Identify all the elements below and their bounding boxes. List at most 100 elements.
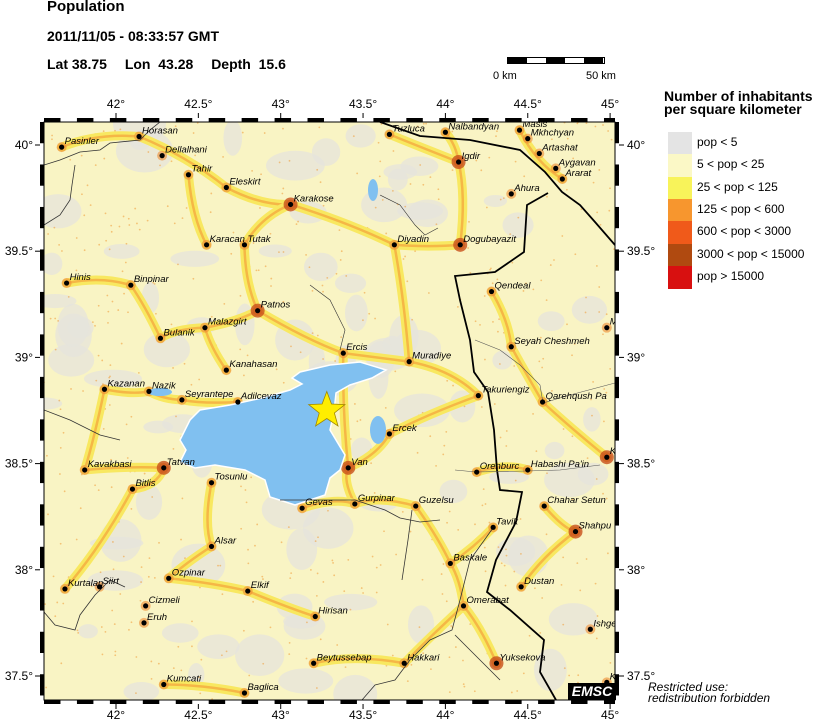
city-marker: Dustan xyxy=(518,576,554,590)
settlement-dot xyxy=(319,181,322,184)
settlement-dot xyxy=(62,602,65,605)
settlement-dot xyxy=(479,323,481,326)
city-label: Van xyxy=(351,457,368,468)
settlement-dot xyxy=(256,523,259,526)
city-label: Aygavan xyxy=(558,157,596,168)
frame-tick xyxy=(439,118,456,122)
city-marker: Dellalhani xyxy=(159,145,208,159)
frame-tick xyxy=(40,546,44,569)
settlement-dot xyxy=(83,214,86,217)
settlement-dot xyxy=(566,323,568,326)
settlement-dot xyxy=(282,187,285,190)
city-label: Kh xyxy=(610,671,622,682)
settlement-dot xyxy=(462,659,464,662)
settlement-dot xyxy=(122,555,125,558)
city-dot xyxy=(136,133,142,140)
legend-label: 600 < pop < 3000 xyxy=(697,224,792,239)
settlement-dot xyxy=(316,334,319,337)
city-dot xyxy=(587,626,593,632)
settlement-dot xyxy=(523,175,526,178)
settlement-dot xyxy=(111,609,114,612)
city-marker: Karacan xyxy=(203,234,245,248)
settlement-dot xyxy=(562,623,565,626)
city-label: Igdir xyxy=(462,151,481,162)
settlement-dot xyxy=(383,530,385,533)
settlement-dot xyxy=(139,599,142,602)
city-label: Takuriengiz xyxy=(481,385,529,396)
frame-tick xyxy=(571,118,588,122)
legend-label: pop < 5 xyxy=(697,135,738,149)
settlement-dot xyxy=(200,658,203,661)
settlement-dot xyxy=(510,691,513,694)
city-label: Siirt xyxy=(103,576,120,587)
low-population-area xyxy=(483,194,508,207)
city-label: Elkif xyxy=(251,580,270,591)
settlement-dot xyxy=(225,650,228,653)
settlement-dot xyxy=(584,311,587,314)
city-marker: Pasinler xyxy=(59,136,100,150)
settlement-dot xyxy=(525,282,527,285)
legend-label: 3000 < pop < 15000 xyxy=(697,246,805,261)
settlement-dot xyxy=(591,414,593,417)
low-population-area xyxy=(492,350,513,370)
populated-corridor-core xyxy=(408,360,480,397)
settlement-dot xyxy=(594,125,597,128)
settlement-dot xyxy=(492,320,494,323)
settlement-dot xyxy=(480,406,483,408)
settlement-dot xyxy=(239,348,242,351)
city-marker: Hinis xyxy=(63,272,91,286)
settlement-dot xyxy=(282,300,285,303)
settlement-dot xyxy=(594,582,597,585)
city-dot xyxy=(516,127,523,133)
frame-tick xyxy=(505,118,522,122)
settlement-dot xyxy=(484,570,487,573)
city-marker: K xyxy=(604,446,615,460)
settlement-dot xyxy=(577,674,580,677)
populated-corridor-core xyxy=(61,134,140,149)
settlement-dot xyxy=(108,404,111,406)
settlement-dot xyxy=(288,642,291,644)
city-dot xyxy=(457,242,463,248)
settlement-dot xyxy=(345,275,348,277)
settlement-dot xyxy=(282,127,284,130)
settlement-dot xyxy=(56,601,59,604)
lon-tick-label-bottom: 42.5° xyxy=(184,708,212,721)
settlement-dot xyxy=(605,313,608,316)
settlement-dot xyxy=(568,674,571,677)
city-dot xyxy=(161,465,167,471)
settlement-dot xyxy=(535,450,538,453)
province-border xyxy=(361,527,494,700)
frame-tick xyxy=(142,700,160,704)
event-lat: Lat 38.75 xyxy=(47,56,107,72)
city-dot xyxy=(311,660,317,666)
city-label: Baskale xyxy=(453,552,487,563)
frame-tick xyxy=(208,118,226,122)
settlement-dot xyxy=(121,270,124,273)
city-dot xyxy=(255,308,261,314)
frame-tick xyxy=(571,700,588,704)
province-border xyxy=(44,164,76,226)
low-population-area xyxy=(345,124,376,148)
legend-label: pop > 15000 xyxy=(697,268,765,283)
settlement-dot xyxy=(520,552,522,555)
city-dot xyxy=(386,431,393,437)
settlement-dot xyxy=(490,267,492,270)
settlement-dot xyxy=(576,562,579,565)
city-dot xyxy=(413,503,419,509)
legend-label: 25 < pop < 125 xyxy=(697,179,778,194)
city-label: Kurtalan xyxy=(68,578,103,589)
frame-tick xyxy=(175,700,193,704)
frame-tick xyxy=(439,700,456,704)
settlement-dot xyxy=(608,209,611,212)
city-label: Tutak xyxy=(247,234,271,245)
settlement-dot xyxy=(574,253,577,256)
low-population-area xyxy=(57,303,89,347)
city-marker: Adilcevaz xyxy=(235,391,282,405)
settlement-dot xyxy=(609,367,612,370)
settlement-dot xyxy=(435,223,438,226)
settlement-dot xyxy=(114,129,116,132)
settlement-dot xyxy=(134,207,137,210)
lon-tick-label-top: 43° xyxy=(272,97,290,111)
settlement-dot xyxy=(360,587,363,589)
city-marker: Kumcati xyxy=(161,673,202,688)
